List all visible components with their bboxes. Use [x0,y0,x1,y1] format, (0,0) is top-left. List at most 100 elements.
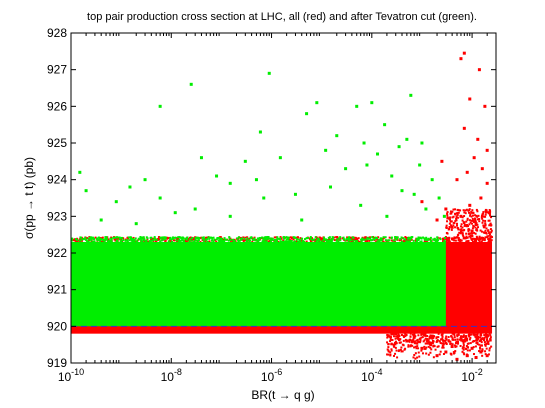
series-1-edge-point [142,238,145,241]
series-0-edge-point [479,347,482,350]
series-0-edge-point [468,232,471,235]
series-0-edge-point [267,240,270,243]
series-1-edge-point [287,240,290,243]
series-0-edge-point [390,343,393,346]
series-1-edge-point [180,237,183,240]
series-0-edge-point [439,342,442,345]
series-1-edge-point [131,240,134,243]
data-point [362,141,366,145]
series-0-edge-point [463,222,466,225]
series-0-edge-point [489,223,492,226]
series-0-edge-point [465,208,468,211]
series-0-edge-point [488,234,491,237]
series-1-edge-point [103,239,106,242]
series-0-edge-point [449,352,452,355]
series-0-edge-point [151,237,154,240]
series-1-edge-point [420,240,423,243]
series-0-edge-point [445,226,448,229]
series-1 [71,71,447,327]
series-0-edge-point [466,225,469,228]
series-0-edge-point [395,335,398,338]
series-1-edge-point [436,236,439,239]
data-point [409,93,413,97]
series-0-edge-point [469,234,472,237]
data-point [329,185,333,189]
series-0-edge-point [218,236,221,239]
data-point [450,345,454,348]
y-tick-label: 922 [47,246,67,260]
series-1-edge-point [404,238,407,241]
series-0-edge-point [478,218,481,221]
series-1-edge-point [380,239,383,242]
series-1-edge-point [264,237,267,240]
series-1-edge-point [134,237,137,240]
series-0-edge-point [320,237,323,240]
series-1-edge-point [108,239,111,242]
series-0-edge-point [462,234,465,237]
data-point [474,222,478,226]
series-0-edge-point [453,336,456,339]
data-point [300,218,304,222]
series-0-edge-point [450,228,453,231]
series-1-edge-point [297,240,300,243]
data-point [254,178,258,182]
series-0-edge-point [464,209,467,212]
data-point [462,126,466,130]
series-1-edge-point [245,240,248,243]
series-1-edge-point [328,236,331,239]
series-1-edge-point [377,239,380,242]
series-1-edge-point [330,239,333,242]
series-0-edge-point [299,237,302,240]
series-1-edge-point [215,238,218,241]
series-0-edge-point [452,208,455,211]
series-0-edge-point [386,336,389,339]
series-0-edge-point [457,237,460,240]
data-point [412,335,416,339]
series-1-edge-point [352,236,355,239]
series-0-edge-point [473,231,476,234]
series-0-edge-point [447,228,450,231]
series-1-edge-point [393,239,396,242]
series-1-edge-point [354,240,357,243]
series-0-edge-point [458,239,461,242]
data-point [397,145,401,149]
data-point [468,97,472,101]
series-0-edge-point [78,238,81,241]
series-0-edge-point [478,237,481,240]
series-1-edge-point [275,239,278,242]
x-tick-label-exponent: -2 [475,367,483,377]
series-0-edge-point [452,224,455,227]
data-point [199,156,203,160]
series-1-edge-point [409,237,412,240]
series-0-edge-point [485,211,488,214]
series-1-edge-point [429,236,432,239]
series-0-edge-point [192,237,195,240]
series-1-edge-point [102,239,105,242]
series-0-edge-point [453,334,456,337]
series-1-edge-point [282,240,285,243]
series-1-edge-point [90,239,93,242]
series-0-edge-point [391,239,394,242]
series-0-edge-point [389,351,392,354]
series-0-edge-point [465,220,468,223]
series-0-edge-point [437,345,440,348]
series-1-edge-point [221,240,224,243]
series-1-edge-point [392,239,395,242]
series-0-edge-point [429,351,432,354]
series-0-edge-point [414,345,417,348]
series-0-edge-point [368,239,371,242]
series-1-edge-point [207,236,210,239]
y-axis-title-suffix: t t) (pb) [22,157,36,199]
series-1-edge-point [432,238,435,241]
series-0-edge-point [392,354,395,357]
series-1-edge-point [320,240,323,243]
y-tick-label: 925 [47,136,67,150]
data-point [420,346,424,350]
series-0-edge-point [454,350,457,353]
series-0-edge-point [454,220,457,223]
series-0-edge-point [466,218,469,221]
series-0-edge-point [474,239,477,242]
series-1-edge-point [110,238,113,241]
series-0-edge-point [429,341,432,344]
series-1-edge-point [196,236,199,239]
